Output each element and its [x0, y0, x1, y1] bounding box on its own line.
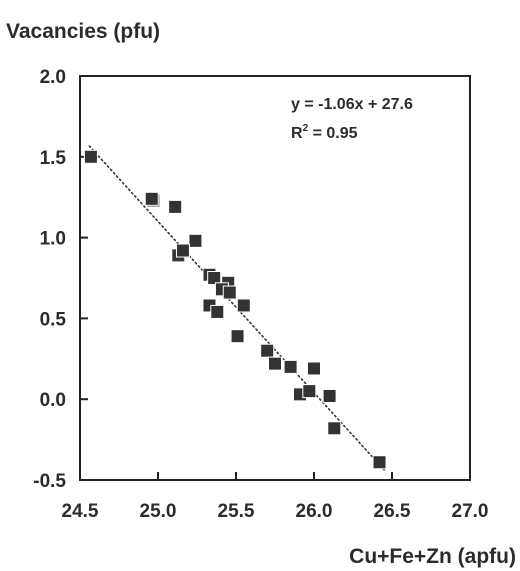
r-squared-label: R2 = 0.95: [291, 123, 358, 142]
data-point: [307, 361, 321, 376]
y-tick-label: 0.0: [40, 390, 66, 411]
r-squared-prefix: R: [291, 125, 303, 142]
r-squared-value: = 0.95: [308, 125, 357, 142]
y-tick-label: 1.5: [40, 148, 67, 169]
data-point: [236, 298, 251, 313]
data-point: [222, 285, 237, 300]
x-axis-title: Cu+Fe+Zn (apfu): [349, 545, 516, 568]
data-point: [283, 359, 298, 374]
r-squared-exponent: 2: [303, 123, 309, 134]
data-point: [83, 149, 98, 164]
y-tick-label: 1.0: [40, 229, 66, 250]
x-tick-label: 24.5: [62, 501, 99, 522]
data-point: [168, 199, 183, 214]
plot-area: 24.5 25.0 25.5 26.0 26.5 27.0 2.0 1.5 1.0 0.5 0.0 -…: [33, 67, 488, 522]
plot-frame: [79, 75, 471, 481]
data-point: [230, 329, 245, 344]
trendline: [88, 145, 386, 471]
y-tick-label: 0.5: [40, 309, 67, 330]
data-point: [175, 243, 190, 258]
data-point: [210, 304, 225, 319]
data-point: [260, 343, 275, 358]
data-point: [268, 356, 282, 371]
y-axis-title: Vacancies (pfu): [6, 20, 160, 43]
y-tick-label: 2.0: [40, 67, 66, 88]
data-point: [322, 388, 337, 403]
data-point: [188, 233, 203, 248]
data-point: [302, 384, 317, 399]
data-point: [327, 421, 342, 436]
data-point: [207, 271, 222, 285]
x-tick-label: 26.0: [296, 501, 333, 522]
data-point: [144, 191, 159, 206]
regression-equation: y = -1.06x + 27.6: [291, 96, 413, 113]
y-tick-label: -0.5: [33, 471, 66, 492]
data-point: [372, 455, 387, 470]
x-tick-label: 26.5: [374, 501, 411, 522]
x-tick-label: 27.0: [452, 501, 489, 522]
x-tick-label: 25.0: [140, 501, 177, 522]
x-tick-label: 25.5: [218, 501, 255, 522]
